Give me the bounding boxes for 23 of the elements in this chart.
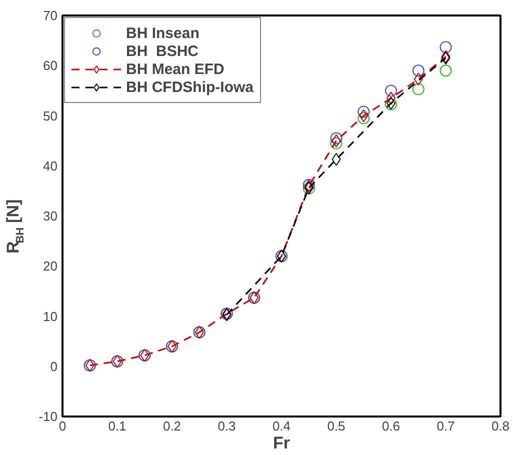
- legend-label: BH Mean EFD: [126, 60, 224, 78]
- legend-label: BH CFDShip-Iowa: [126, 78, 254, 96]
- y-tick-label: 10: [43, 308, 58, 324]
- x-tick-label: 0.5: [327, 418, 346, 434]
- x-tick-label: 0.7: [436, 418, 455, 434]
- y-tick-label: 40: [43, 158, 58, 174]
- y-tick-label: 0: [50, 358, 58, 374]
- y-tick-label: 50: [43, 108, 58, 124]
- x-tick-label: 0.2: [162, 418, 182, 434]
- x-tick-label: 0.8: [491, 418, 510, 434]
- y-tick-label: 60: [43, 58, 58, 74]
- x-tick-label: 0.4: [272, 418, 291, 434]
- y-tick-label: 20: [43, 258, 58, 274]
- x-tick-label: 0.1: [108, 418, 126, 434]
- x-axis-title: Fr: [273, 434, 290, 452]
- x-tick-label: 0.6: [382, 418, 400, 434]
- legend-label: BH BSHC: [126, 42, 199, 60]
- x-tick-label: 0.3: [218, 418, 236, 434]
- legend-label: BH Insean: [126, 24, 200, 42]
- y-axis-title: RBH [N]: [4, 199, 26, 254]
- y-tick-label: -10: [38, 409, 58, 424]
- y-tick-label: 30: [43, 208, 58, 224]
- y-tick-label: 70: [43, 8, 58, 23]
